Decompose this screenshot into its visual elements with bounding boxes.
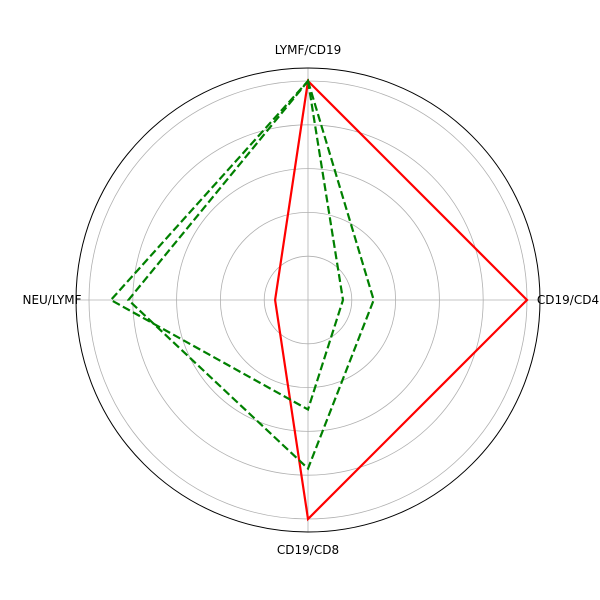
radar-axis-labels: LYMF/CD19 CD19/CD4 CD19/CD8 NEU/LYMF [22,43,599,557]
axis-label-neu-lymf: NEU/LYMF [22,293,81,307]
axis-label-cd19-cd4: CD19/CD4 [537,293,599,307]
series-line-2 [126,78,375,471]
axis-label-lymf-cd19: LYMF/CD19 [275,43,342,57]
series-line-3 [109,78,345,412]
radar-grid [76,68,540,532]
radar-series [109,78,529,522]
series-line-1 [273,78,529,522]
axis-label-cd19-cd8: CD19/CD8 [277,543,339,557]
radar-outer-frame [75,67,541,533]
